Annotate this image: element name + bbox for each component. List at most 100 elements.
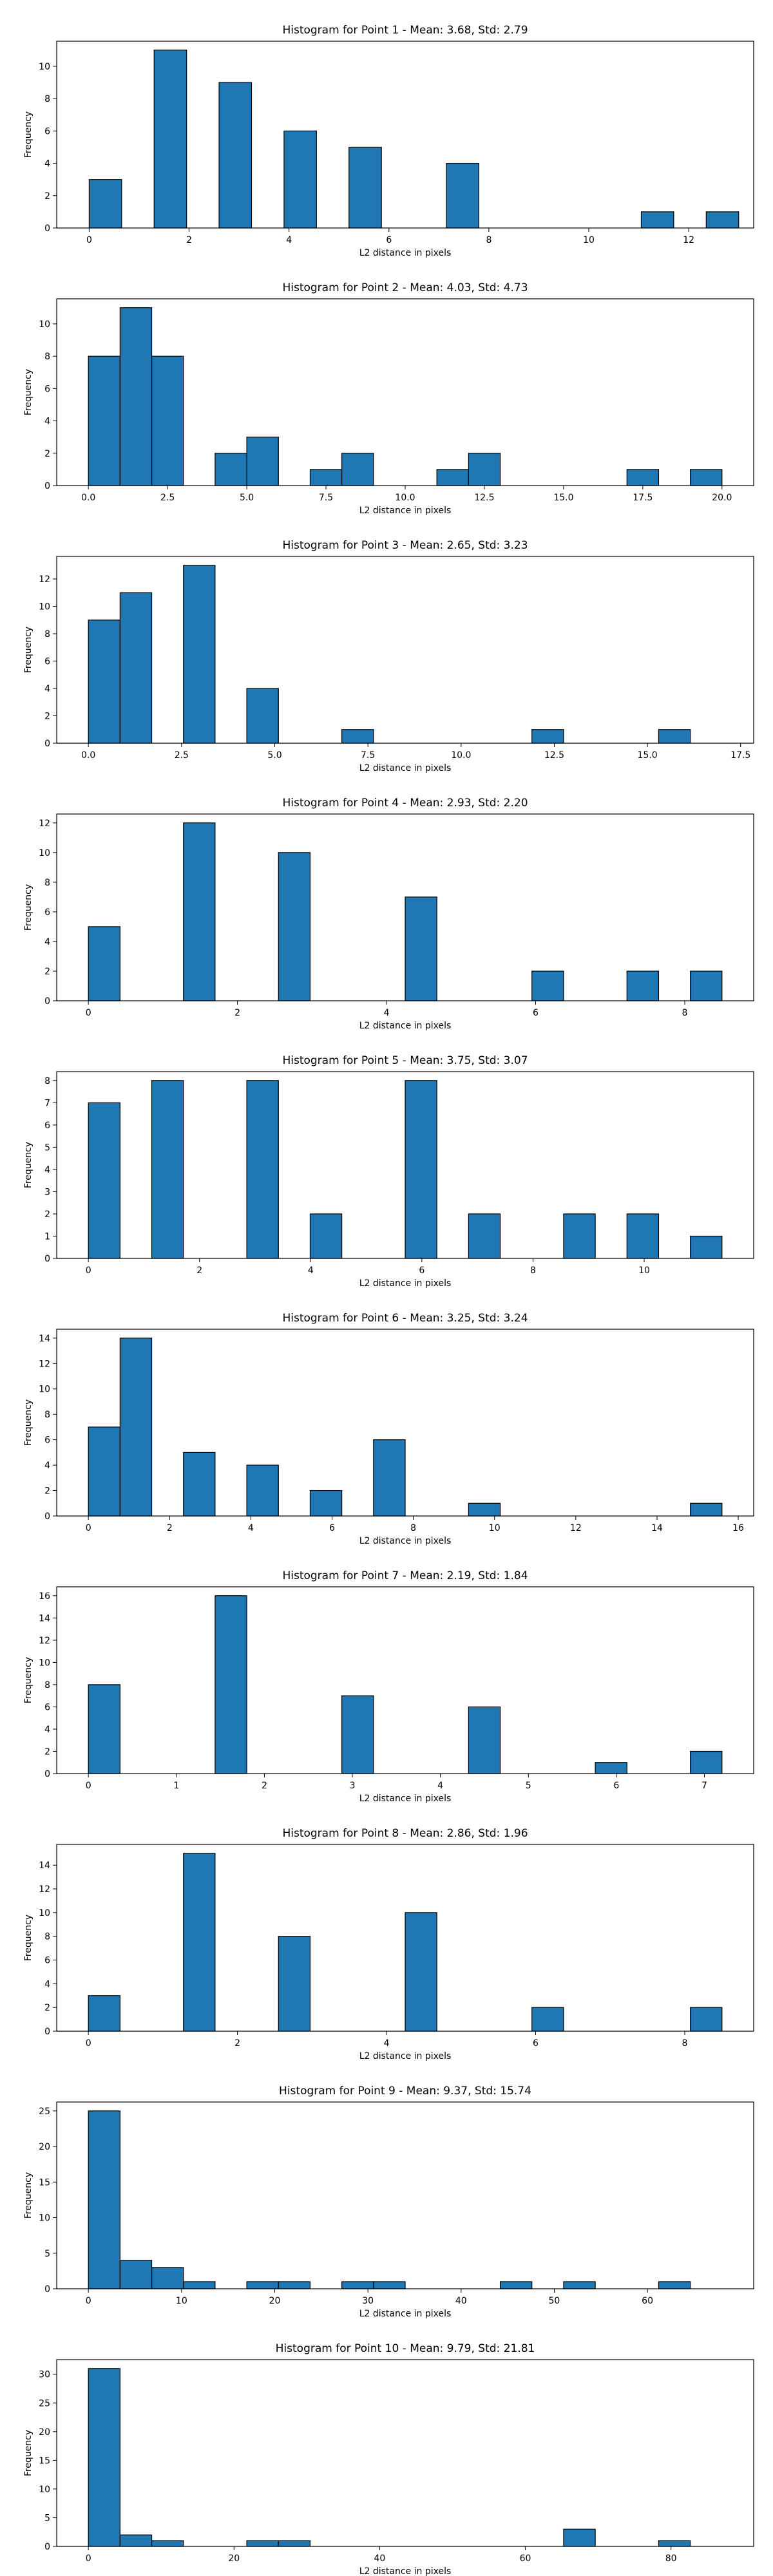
histogram-bar bbox=[88, 355, 120, 486]
y-tick-label: 5 bbox=[44, 2513, 50, 2523]
y-tick-label: 0 bbox=[44, 481, 50, 491]
x-tick-label: 4 bbox=[308, 1265, 314, 1276]
y-tick-label: 25 bbox=[39, 2107, 50, 2117]
chart-title: Histogram for Point 5 - Mean: 3.75, Std:… bbox=[282, 1054, 528, 1067]
histogram-panel-1: Histogram for Point 1 - Mean: 3.68, Std:… bbox=[23, 24, 754, 258]
histogram-bar bbox=[153, 50, 187, 229]
histogram-bar bbox=[183, 822, 216, 1001]
y-tick-label: 8 bbox=[44, 1076, 50, 1086]
y-tick-label: 10 bbox=[39, 2213, 50, 2224]
histogram-bar bbox=[278, 2281, 311, 2289]
x-tick-label: 7.5 bbox=[361, 750, 375, 761]
x-tick-label: 10.0 bbox=[451, 750, 471, 761]
x-tick-label: 0 bbox=[86, 1523, 91, 1533]
y-axis-label: Frequency bbox=[23, 1657, 33, 1703]
x-tick-label: 4 bbox=[286, 235, 292, 245]
y-tick-label: 15 bbox=[39, 2456, 50, 2466]
chart-title: Histogram for Point 1 - Mean: 3.68, Std:… bbox=[282, 24, 528, 37]
histogram-bar bbox=[183, 565, 216, 744]
x-axis-label: L2 distance in pixels bbox=[359, 1536, 452, 1546]
histogram-bar bbox=[468, 1502, 501, 1517]
x-tick-label: 10 bbox=[583, 235, 595, 245]
y-tick-label: 8 bbox=[44, 352, 50, 362]
histogram-bar bbox=[246, 2540, 279, 2547]
x-tick-label: 0 bbox=[86, 2553, 91, 2564]
y-tick-label: 0 bbox=[44, 739, 50, 749]
histogram-bar bbox=[183, 1452, 216, 1517]
y-tick-label: 2 bbox=[44, 712, 50, 722]
x-axis-label: L2 distance in pixels bbox=[359, 1021, 452, 1031]
x-tick-label: 12.5 bbox=[544, 750, 564, 761]
histogram-bar bbox=[309, 1490, 343, 1517]
y-tick-label: 8 bbox=[44, 1410, 50, 1420]
y-tick-label: 10 bbox=[39, 1385, 50, 1395]
y-tick-label: 4 bbox=[44, 684, 50, 694]
x-tick-label: 5.0 bbox=[240, 493, 254, 503]
y-tick-label: 4 bbox=[44, 1979, 50, 1989]
histogram-bar bbox=[626, 971, 660, 1001]
histogram-panel-4: Histogram for Point 4 - Mean: 2.93, Std:… bbox=[23, 797, 754, 1031]
y-tick-label: 14 bbox=[39, 1861, 50, 1871]
chart-title: Histogram for Point 9 - Mean: 9.37, Std:… bbox=[279, 2085, 531, 2098]
x-tick-label: 7.5 bbox=[319, 493, 333, 503]
y-tick-label: 30 bbox=[39, 2370, 50, 2380]
y-tick-label: 25 bbox=[39, 2398, 50, 2409]
histogram-bar bbox=[690, 1750, 723, 1774]
x-tick-label: 0.0 bbox=[81, 493, 95, 503]
x-tick-label: 8 bbox=[530, 1265, 536, 1276]
plot-frame bbox=[56, 813, 754, 1001]
y-tick-label: 4 bbox=[44, 159, 50, 169]
y-tick-label: 4 bbox=[44, 1725, 50, 1735]
plot-frame bbox=[56, 1329, 754, 1517]
x-tick-label: 4 bbox=[248, 1523, 254, 1533]
chart-title: Histogram for Point 10 - Mean: 9.79, Std… bbox=[276, 2342, 535, 2355]
x-tick-label: 30 bbox=[362, 2296, 374, 2306]
y-tick-label: 0 bbox=[44, 2542, 50, 2552]
x-tick-label: 17.5 bbox=[633, 493, 653, 503]
plot-frame bbox=[56, 1844, 754, 2032]
histogram-panel-3: Histogram for Point 3 - Mean: 2.65, Std:… bbox=[23, 539, 754, 773]
histogram-bar bbox=[626, 469, 660, 486]
plot-frame bbox=[56, 2359, 754, 2547]
y-tick-label: 2 bbox=[44, 2003, 50, 2013]
y-tick-label: 0 bbox=[44, 1254, 50, 1264]
chart-title: Histogram for Point 2 - Mean: 4.03, Std:… bbox=[282, 281, 528, 294]
y-tick-label: 0 bbox=[44, 2284, 50, 2295]
y-tick-label: 2 bbox=[44, 1486, 50, 1497]
y-axis-label: Frequency bbox=[23, 2172, 33, 2219]
x-tick-label: 12.5 bbox=[474, 493, 494, 503]
y-tick-label: 6 bbox=[44, 657, 50, 667]
x-tick-label: 0.0 bbox=[81, 750, 95, 761]
histogram-bar bbox=[246, 1080, 279, 1259]
x-tick-label: 1 bbox=[173, 1781, 179, 1791]
histogram-bar bbox=[499, 2281, 533, 2289]
x-axis-label: L2 distance in pixels bbox=[359, 2309, 452, 2319]
x-tick-label: 0 bbox=[86, 1781, 91, 1791]
x-tick-label: 8 bbox=[682, 2038, 687, 2049]
x-tick-label: 40 bbox=[374, 2553, 386, 2564]
y-tick-label: 4 bbox=[44, 937, 50, 947]
histogram-bar bbox=[151, 1080, 184, 1259]
histogram-bar bbox=[88, 1684, 120, 1774]
x-axis-label: L2 distance in pixels bbox=[359, 1278, 452, 1289]
y-tick-label: 12 bbox=[39, 819, 50, 829]
x-tick-label: 15.0 bbox=[638, 750, 658, 761]
y-tick-label: 6 bbox=[44, 126, 50, 137]
histogram-bar bbox=[341, 2281, 374, 2289]
histogram-bar bbox=[690, 2007, 723, 2032]
x-tick-label: 6 bbox=[329, 1523, 335, 1533]
x-tick-label: 7 bbox=[701, 1781, 707, 1791]
histogram-bar bbox=[531, 729, 564, 744]
x-tick-label: 17.5 bbox=[730, 750, 750, 761]
x-tick-label: 8 bbox=[486, 235, 491, 245]
x-tick-label: 16 bbox=[732, 1523, 744, 1533]
x-tick-label: 2 bbox=[234, 1008, 240, 1018]
histogram-bar bbox=[341, 453, 374, 486]
y-tick-label: 2 bbox=[44, 191, 50, 202]
y-tick-label: 10 bbox=[39, 848, 50, 858]
y-tick-label: 0 bbox=[44, 1511, 50, 1522]
histogram-bar bbox=[531, 2007, 564, 2032]
histogram-panel-2: Histogram for Point 2 - Mean: 4.03, Std:… bbox=[23, 281, 754, 516]
y-axis-label: Frequency bbox=[23, 1915, 33, 1961]
histogram-bar bbox=[468, 1706, 501, 1774]
